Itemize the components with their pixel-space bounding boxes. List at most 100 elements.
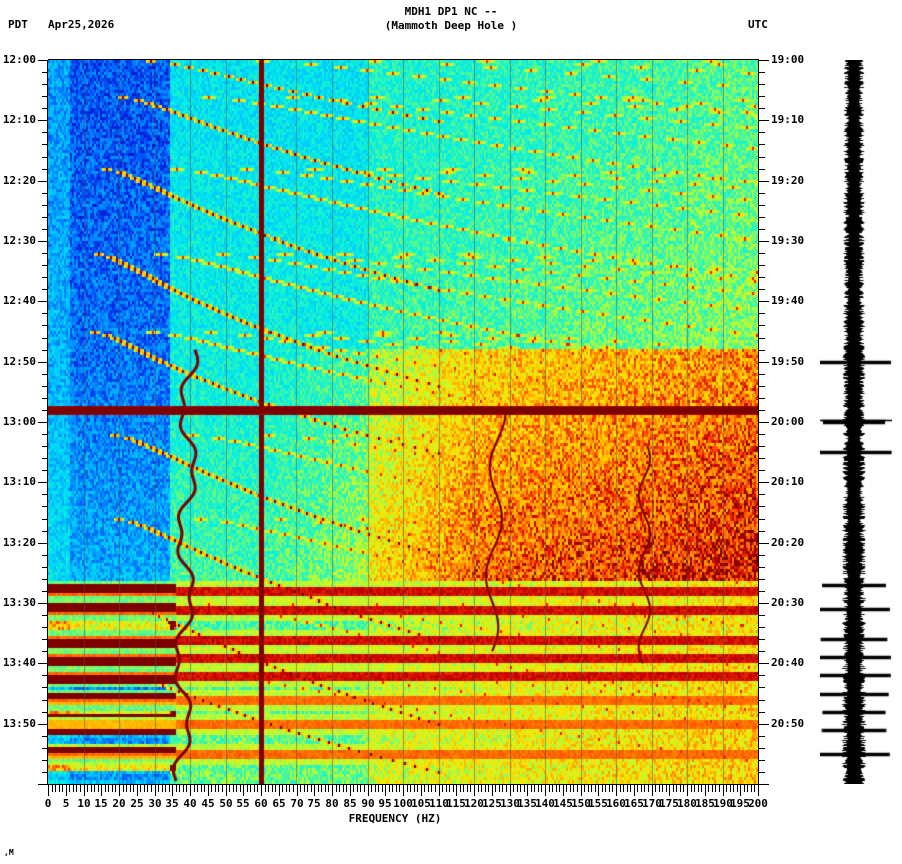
- y-tick-minor-left: [42, 217, 48, 218]
- y-tick-minor-left: [42, 229, 48, 230]
- y-tick-minor-left: [42, 591, 48, 592]
- y-tick-minor-left: [42, 736, 48, 737]
- x-tick-minor: [747, 785, 748, 792]
- x-tick-minor: [186, 785, 187, 792]
- y-tick-minor-right: [759, 205, 765, 206]
- x-tick-minor: [712, 785, 713, 792]
- x-axis-tick-label: 130: [500, 797, 520, 810]
- y-axis-right-tick-label: 20:10: [771, 475, 805, 488]
- x-tick-major: [243, 785, 244, 796]
- x-tick-minor: [517, 785, 518, 792]
- y-tick-minor-left: [42, 470, 48, 471]
- x-tick-minor: [62, 785, 63, 792]
- x-tick-major: [208, 785, 209, 796]
- x-tick-minor: [414, 785, 415, 792]
- x-tick-minor: [247, 785, 248, 792]
- x-tick-minor: [701, 785, 702, 792]
- x-tick-minor: [754, 785, 755, 792]
- x-tick-minor: [282, 785, 283, 792]
- y-tick-major-right: [759, 301, 769, 302]
- spectrogram-plot[interactable]: [48, 60, 758, 784]
- x-tick-minor: [453, 785, 454, 792]
- x-tick-minor: [513, 785, 514, 792]
- x-tick-minor: [751, 785, 752, 792]
- x-tick-minor: [382, 785, 383, 792]
- x-tick-minor: [69, 785, 70, 792]
- x-tick-minor: [183, 785, 184, 792]
- x-tick-minor: [623, 785, 624, 792]
- x-tick-minor: [91, 785, 92, 792]
- x-tick-major: [48, 785, 49, 796]
- y-tick-minor-left: [42, 446, 48, 447]
- x-tick-minor: [52, 785, 53, 792]
- x-tick-minor: [541, 785, 542, 792]
- x-tick-minor: [552, 785, 553, 792]
- x-tick-minor: [602, 785, 603, 792]
- y-tick-minor-right: [759, 494, 765, 495]
- x-tick-minor: [357, 785, 358, 792]
- station-subtitle: (Mammoth Deep Hole ): [384, 19, 518, 32]
- x-tick-minor: [733, 785, 734, 792]
- x-tick-minor: [147, 785, 148, 792]
- x-tick-major: [545, 785, 546, 796]
- x-tick-minor: [573, 785, 574, 792]
- y-tick-minor-left: [42, 132, 48, 133]
- y-tick-minor-right: [759, 169, 765, 170]
- y-tick-minor-left: [42, 772, 48, 773]
- x-tick-minor: [620, 785, 621, 792]
- x-tick-minor: [289, 785, 290, 792]
- seismic-trace-panel[interactable]: [820, 60, 892, 784]
- y-tick-minor-left: [42, 410, 48, 411]
- x-tick-minor: [194, 785, 195, 792]
- x-tick-minor: [300, 785, 301, 792]
- x-tick-minor: [265, 785, 266, 792]
- x-tick-minor: [76, 785, 77, 792]
- x-tick-minor: [630, 785, 631, 792]
- x-tick-major: [172, 785, 173, 796]
- x-tick-major: [652, 785, 653, 796]
- y-tick-minor-right: [759, 748, 765, 749]
- y-tick-major-right: [759, 60, 769, 61]
- x-tick-minor: [698, 785, 699, 792]
- y-tick-minor-right: [759, 736, 765, 737]
- x-tick-major: [492, 785, 493, 796]
- y-tick-minor-left: [42, 108, 48, 109]
- x-tick-minor: [715, 785, 716, 792]
- y-tick-major-left: [38, 60, 48, 61]
- y-axis-right-tick-label: 20:20: [771, 536, 805, 549]
- x-tick-minor: [506, 785, 507, 792]
- timezone-right-label: UTC: [748, 18, 768, 31]
- y-tick-major-left: [38, 603, 48, 604]
- x-axis-tick-label: 110: [429, 797, 449, 810]
- x-axis-tick-label: 140: [535, 797, 555, 810]
- x-tick-minor: [197, 785, 198, 792]
- y-tick-minor-left: [42, 555, 48, 556]
- x-tick-minor: [108, 785, 109, 792]
- x-tick-minor: [726, 785, 727, 792]
- x-axis-tick-label: 200: [748, 797, 768, 810]
- y-tick-major-right: [759, 663, 769, 664]
- x-axis-tick-label: 50: [219, 797, 233, 810]
- x-tick-minor: [556, 785, 557, 792]
- y-axis-right-tick-label: 20:50: [771, 717, 805, 730]
- y-axis-left-tick-label: 12:00: [2, 53, 36, 66]
- y-tick-minor-left: [42, 639, 48, 640]
- y-tick-minor-right: [759, 289, 765, 290]
- y-tick-minor-left: [42, 712, 48, 713]
- x-tick-minor: [162, 785, 163, 792]
- x-tick-minor: [428, 785, 429, 792]
- y-tick-minor-right: [759, 591, 765, 592]
- x-axis-tick-label: 160: [606, 797, 626, 810]
- x-tick-minor: [470, 785, 471, 792]
- x-tick-minor: [98, 785, 99, 792]
- x-tick-major: [474, 785, 475, 796]
- y-tick-minor-left: [42, 265, 48, 266]
- x-tick-minor: [648, 785, 649, 792]
- x-tick-minor: [204, 785, 205, 792]
- x-axis-tick-label: 0: [44, 797, 52, 810]
- x-tick-minor: [236, 785, 237, 792]
- plot-top-border: [48, 59, 759, 60]
- x-tick-minor: [446, 785, 447, 792]
- y-tick-minor-left: [42, 253, 48, 254]
- x-tick-minor: [407, 785, 408, 792]
